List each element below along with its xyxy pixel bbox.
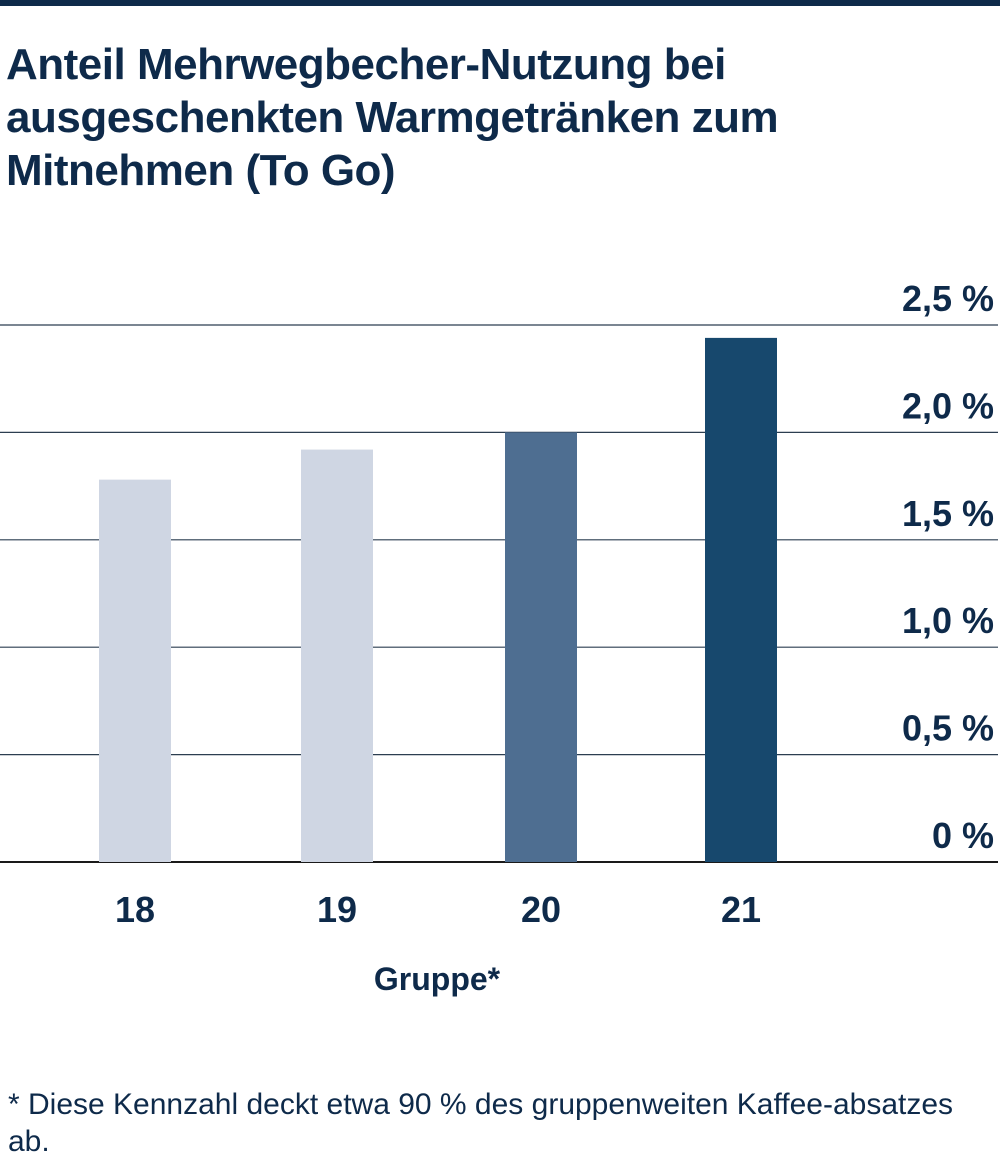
footnote: * Diese Kennzahl deckt etwa 90 % des gru… (8, 1088, 954, 1158)
bar-18 (99, 479, 171, 862)
bar-chart: 0 % 0,5 % 1,0 % 1,5 % 2,0 % 2,5 % 18 19 20 21 Gr… (0, 278, 998, 997)
bar-21 (705, 337, 777, 862)
y-tick-label: 2,5 % (902, 278, 994, 319)
y-tick-label: 1,5 % (902, 493, 994, 534)
chart-title: Anteil Mehrwegbecher-Nutzung bei ausgesc… (6, 40, 779, 195)
y-tick-label: 0 % (932, 815, 994, 856)
bar-20 (505, 432, 577, 862)
y-tick-label: 2,0 % (902, 385, 994, 426)
x-tick-label: 20 (521, 889, 561, 930)
bars (99, 337, 777, 862)
y-tick-label: 0,5 % (902, 708, 994, 749)
x-category-labels: 18 19 20 21 (115, 889, 761, 930)
y-tick-label: 1,0 % (902, 600, 994, 641)
bar-19 (301, 449, 373, 862)
top-rule (0, 0, 1000, 6)
y-tick-labels: 0 % 0,5 % 1,0 % 1,5 % 2,0 % 2,5 % (902, 278, 994, 856)
x-tick-label: 19 (317, 889, 357, 930)
x-tick-label: 18 (115, 889, 155, 930)
gridlines (0, 324, 998, 863)
x-tick-label: 21 (721, 889, 761, 930)
x-axis-title: Gruppe* (374, 961, 501, 997)
